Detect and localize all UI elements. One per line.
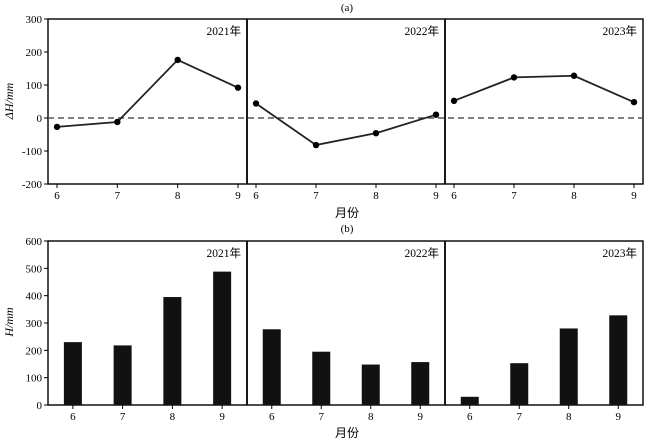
x-tick-label: 9 xyxy=(433,190,439,202)
x-tick-label: 6 xyxy=(467,411,473,423)
data-point xyxy=(53,123,61,131)
data-point xyxy=(372,129,380,137)
y-tick-label: 400 xyxy=(26,291,43,303)
y-tick-label: 200 xyxy=(26,345,43,357)
data-point xyxy=(252,100,260,107)
x-tick-label: 8 xyxy=(170,411,176,423)
x-tick-label: 7 xyxy=(120,411,126,423)
y-tick-label: 200 xyxy=(26,47,43,59)
x-tick-label: 8 xyxy=(373,190,379,202)
data-point xyxy=(114,118,121,126)
bar-2022年-8 xyxy=(361,364,380,405)
bar-2021年-8 xyxy=(163,297,182,405)
x-tick-label: 8 xyxy=(368,411,374,423)
bar-2022年-9 xyxy=(411,362,430,405)
y-tick-label: -100 xyxy=(22,146,43,158)
top-chart-panel: -200 -100 0 100 200 300 2021年 6 7 8 9 2022年 6 7 8 9 2023… xyxy=(22,14,644,202)
data-point xyxy=(630,98,638,106)
plot-frame xyxy=(47,240,644,406)
series-line-2023年 xyxy=(453,74,635,103)
panel-label-b: (b) xyxy=(341,223,354,235)
x-tick-label: 9 xyxy=(219,411,225,423)
bar-2022年-7 xyxy=(312,351,331,405)
y-tick-label: 100 xyxy=(26,373,43,385)
bottom-x-axis-title: 月份 xyxy=(335,426,359,440)
bar-2023年-7 xyxy=(510,363,529,405)
series-label-2021年: 2021年 xyxy=(207,246,242,260)
y-tick-label: 0 xyxy=(37,400,43,412)
data-point xyxy=(234,84,242,91)
series-label-2023年: 2023年 xyxy=(603,246,638,260)
series-label-2022年: 2022年 xyxy=(405,246,440,260)
series-line-2021年 xyxy=(56,58,239,128)
x-tick-label: 9 xyxy=(418,411,424,423)
x-tick-label: 8 xyxy=(566,411,572,423)
x-tick-label: 9 xyxy=(235,190,241,202)
data-point xyxy=(570,72,578,79)
bar-2023年-6 xyxy=(460,396,479,405)
bar-2021年-6 xyxy=(63,342,82,405)
y-tick-label: 300 xyxy=(26,14,43,26)
y-tick-label: 100 xyxy=(26,80,43,92)
x-tick-label: 6 xyxy=(54,190,60,202)
series-line-2022年 xyxy=(255,102,437,147)
x-tick-label: 8 xyxy=(175,190,181,202)
data-point xyxy=(432,111,440,118)
y-tick-label: 500 xyxy=(26,263,43,275)
x-tick-label: 6 xyxy=(70,411,76,423)
x-tick-label: 7 xyxy=(517,411,523,423)
x-tick-label: 7 xyxy=(313,190,319,202)
data-point xyxy=(174,56,181,64)
x-tick-label: 9 xyxy=(616,411,622,423)
data-point xyxy=(510,74,518,81)
series-label-2022年: 2022年 xyxy=(405,24,440,38)
x-tick-label: 6 xyxy=(451,190,457,202)
x-tick-label: 6 xyxy=(269,411,275,423)
plot-frame xyxy=(47,18,644,185)
bar-2022年-6 xyxy=(262,329,281,405)
top-x-axis-title: 月份 xyxy=(335,206,359,220)
bar-2021年-9 xyxy=(213,271,232,405)
x-tick-label: 8 xyxy=(571,190,577,202)
x-tick-label: 7 xyxy=(115,190,121,202)
bar-2021年-7 xyxy=(113,345,132,405)
data-point xyxy=(312,141,320,149)
y-tick-label: 600 xyxy=(26,236,43,248)
x-tick-label: 6 xyxy=(253,190,259,202)
x-tick-label: 9 xyxy=(631,190,637,202)
series-label-2021年: 2021年 xyxy=(207,24,242,38)
bar-2023年-8 xyxy=(559,328,578,405)
bottom-y-axis-title: H/mm xyxy=(2,307,16,338)
series-label-2023年: 2023年 xyxy=(603,24,638,38)
bar-2023年-9 xyxy=(609,315,628,405)
x-tick-label: 7 xyxy=(319,411,325,423)
x-tick-label: 7 xyxy=(511,190,517,202)
y-tick-label: 300 xyxy=(26,318,43,330)
y-tick-label: -200 xyxy=(22,179,43,191)
data-point xyxy=(450,97,458,105)
top-y-axis-title: ΔH/mm xyxy=(2,82,16,120)
bottom-chart-panel: 0 100 200 300 400 500 600 2021年 6 7 8 9 2022年 6 7 8 9 202… xyxy=(26,236,644,423)
y-tick-label: 0 xyxy=(37,113,43,125)
panel-label-a: (a) xyxy=(341,2,354,14)
